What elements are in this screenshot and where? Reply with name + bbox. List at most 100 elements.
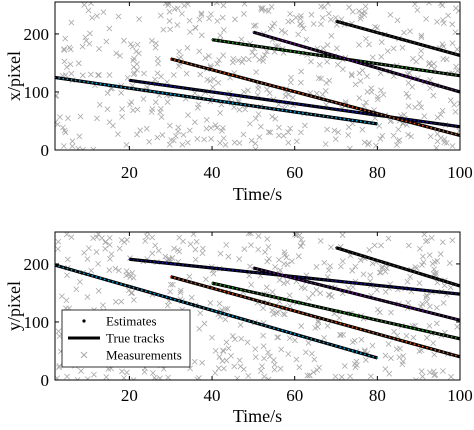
estimate-point xyxy=(376,62,379,65)
estimate-point xyxy=(359,62,362,65)
measurement-point xyxy=(93,249,100,255)
estimate-point xyxy=(442,315,445,317)
estimate-point xyxy=(145,260,147,262)
estimate-point xyxy=(190,96,193,98)
measurement-point xyxy=(419,262,425,268)
measurement-point xyxy=(314,367,320,373)
estimate-point xyxy=(454,292,457,295)
estimate-point xyxy=(260,269,263,271)
estimate-point xyxy=(421,80,424,83)
measurement-point xyxy=(315,75,322,81)
estimate-point xyxy=(268,303,271,306)
measurement-point xyxy=(174,22,181,28)
estimate-point xyxy=(326,308,329,310)
estimate-point xyxy=(293,333,296,336)
measurement-point xyxy=(146,138,153,145)
measurement-point xyxy=(150,370,156,376)
estimate-point xyxy=(384,335,387,338)
measurement-point xyxy=(327,16,334,23)
estimate-point xyxy=(372,62,375,65)
measurement-point xyxy=(186,17,193,24)
estimate-point xyxy=(409,342,412,344)
estimate-point xyxy=(252,31,255,34)
measurement-point xyxy=(368,85,375,92)
estimate-point xyxy=(438,122,441,125)
estimate-point xyxy=(335,310,337,312)
estimate-point xyxy=(339,289,342,291)
measurement-point xyxy=(217,110,223,116)
measurement-point xyxy=(65,115,71,122)
estimate-point xyxy=(58,265,61,268)
measurement-point xyxy=(282,251,288,258)
measurement-point xyxy=(85,245,92,252)
measurement-point xyxy=(388,355,394,362)
estimate-point xyxy=(318,97,321,100)
estimate-point xyxy=(202,284,205,287)
measurement-point xyxy=(238,335,245,342)
y-tick-label: 200 xyxy=(24,25,50,44)
estimate-point xyxy=(235,75,238,78)
estimate-point xyxy=(339,248,342,250)
estimate-point xyxy=(140,81,143,83)
measurement-point xyxy=(328,293,335,300)
measurement-point xyxy=(293,138,300,145)
estimate-point xyxy=(182,301,185,303)
measurement-point xyxy=(356,8,362,15)
measurement-point xyxy=(325,291,332,298)
measurement-point xyxy=(130,274,137,281)
measurement-point xyxy=(252,354,259,360)
measurements xyxy=(55,2,460,150)
measurement-point xyxy=(334,61,341,68)
measurement-point xyxy=(63,232,70,238)
estimate-point xyxy=(372,65,375,68)
estimate-point xyxy=(450,336,453,338)
measurement-point xyxy=(318,21,324,28)
measurement-point xyxy=(287,10,293,17)
measurement-point xyxy=(231,104,237,111)
measurement-point xyxy=(194,376,201,380)
estimate-point xyxy=(260,293,263,296)
estimate-point xyxy=(364,329,366,332)
estimate-point xyxy=(310,53,313,56)
measurement-point xyxy=(236,357,243,364)
estimate-point xyxy=(392,337,395,340)
axes-frame xyxy=(54,1,461,151)
measurement-point xyxy=(310,21,317,27)
measurement-point xyxy=(331,127,338,134)
measurement-point xyxy=(369,342,376,349)
measurement-point xyxy=(265,8,272,14)
estimate-point xyxy=(190,281,193,284)
measurement-point xyxy=(338,263,344,270)
measurement-point xyxy=(75,60,82,67)
estimate-point xyxy=(277,297,280,299)
estimate-point xyxy=(388,285,391,288)
measurement-point xyxy=(311,356,318,363)
measurement-point xyxy=(265,376,272,380)
measurement-point xyxy=(157,109,164,116)
measurement-point xyxy=(378,87,384,94)
legend-label: Measurements xyxy=(106,348,182,363)
estimate-point xyxy=(289,299,292,302)
measurement-point xyxy=(89,14,96,21)
estimate-point xyxy=(397,118,399,120)
measurement-point xyxy=(267,25,274,32)
x-tick-label: 80 xyxy=(369,163,386,182)
estimate-point xyxy=(58,77,61,79)
measurement-point xyxy=(68,19,75,26)
estimate-point xyxy=(302,52,304,54)
estimate-point xyxy=(264,83,267,85)
measurement-point xyxy=(225,253,232,260)
measurement-point xyxy=(369,54,376,61)
estimate-point xyxy=(351,110,354,113)
measurement-point xyxy=(127,274,134,280)
y-tick-label: 100 xyxy=(24,83,50,102)
estimate-point xyxy=(211,91,213,93)
measurement-point xyxy=(266,255,272,262)
estimate-point xyxy=(384,300,387,303)
estimate-point xyxy=(405,287,408,290)
estimate-point xyxy=(273,272,275,275)
estimate-point xyxy=(413,77,416,80)
estimate-point xyxy=(136,88,139,91)
estimate-point xyxy=(430,331,432,334)
measurement-point xyxy=(440,368,446,374)
